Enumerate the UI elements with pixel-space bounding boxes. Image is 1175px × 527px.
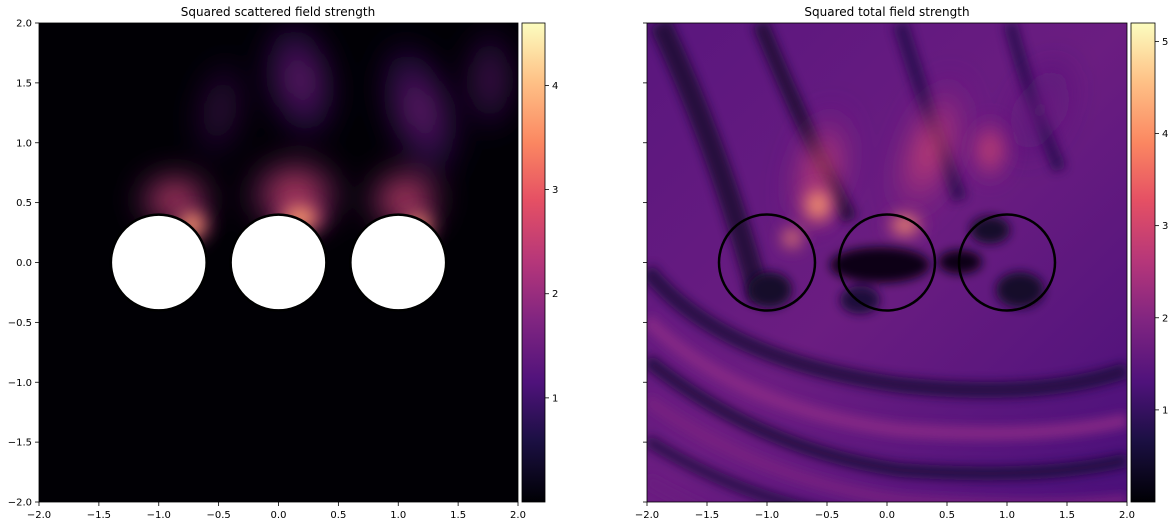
right-x-tick-label: 1.0 [999, 510, 1015, 521]
right-x-tick-label: −1.0 [755, 510, 779, 521]
left-x-tick-label: 0.5 [330, 510, 346, 521]
left-colorbar-tick-label: 4 [552, 81, 558, 92]
right-x-tick-label: −2.0 [635, 510, 659, 521]
left-y-tick-label: 0.0 [16, 258, 32, 269]
right-colorbar-tick-label: 2 [1162, 313, 1168, 324]
left-colorbar-tick-label: 1 [552, 393, 558, 404]
left-heatmap-panel: Squared scattered field strength −2.0 −1.… [8, 5, 559, 521]
left-scatterer-circle [229, 213, 328, 312]
left-x-axis: −2.0 −1.5 −1.0 −0.5 0.0 0.5 1.0 1.5 2.0 [27, 502, 526, 521]
right-heatmap-field [647, 23, 1127, 502]
left-x-tick-label: 2.0 [510, 510, 526, 521]
right-heatmap-panel: Squared total field strength [635, 5, 1169, 521]
right-x-axis: −2.0 −1.5 −1.0 −0.5 0.0 0.5 1.0 1.5 2.0 [635, 502, 1135, 521]
left-y-tick-label: 2.0 [16, 19, 32, 30]
left-y-tick-label: 0.5 [16, 198, 32, 209]
right-colorbar-tick-label: 3 [1162, 221, 1168, 232]
right-x-tick-label: −0.5 [815, 510, 839, 521]
right-colorbar-tick-label: 1 [1162, 405, 1168, 416]
left-x-tick-label: −0.5 [206, 510, 230, 521]
left-x-tick-label: −2.0 [27, 510, 51, 521]
right-x-tick-label: 0.0 [879, 510, 895, 521]
left-scatterer-circle [109, 213, 208, 312]
left-scatterer-circle [349, 213, 448, 312]
right-colorbar-tick-label: 4 [1162, 129, 1168, 140]
right-scatterer-circle [957, 213, 1057, 312]
left-heatmap-field [39, 23, 518, 502]
left-scatterer-circles [109, 213, 448, 312]
left-x-tick-label: −1.0 [147, 510, 171, 521]
right-x-tick-label: 2.0 [1119, 510, 1135, 521]
left-colorbar: 1 2 3 4 [521, 22, 558, 503]
left-x-tick-label: 0.0 [271, 510, 287, 521]
right-x-tick-label: −1.5 [695, 510, 719, 521]
left-y-tick-label: 1.5 [16, 78, 32, 89]
left-x-tick-label: 1.5 [450, 510, 466, 521]
left-y-axis: −2.0 −1.5 −1.0 −0.5 0.0 0.5 1.0 1.5 2.0 [8, 19, 39, 509]
right-chart-title: Squared total field strength [804, 5, 969, 19]
left-y-tick-label: −1.5 [8, 438, 32, 449]
right-y-axis [643, 22, 647, 503]
left-chart-title: Squared scattered field strength [181, 5, 375, 19]
right-scatterer-circles [717, 213, 1057, 312]
left-y-tick-label: 1.0 [16, 138, 32, 149]
right-scatterer-circle [717, 213, 817, 312]
right-colorbar: 1 2 3 4 5 [1130, 22, 1168, 503]
left-y-tick-label: −1.0 [8, 378, 32, 389]
right-x-tick-label: 1.5 [1059, 510, 1075, 521]
left-x-tick-label: 1.0 [390, 510, 406, 521]
left-y-tick-label: −0.5 [8, 318, 32, 329]
right-x-tick-label: 0.5 [939, 510, 955, 521]
left-colorbar-tick-label: 2 [552, 289, 558, 300]
left-colorbar-tick-label: 3 [552, 185, 558, 196]
right-scatterer-circle [837, 213, 937, 312]
right-colorbar-tick-label: 5 [1162, 37, 1168, 48]
left-y-tick-label: −2.0 [8, 498, 32, 509]
left-x-tick-label: −1.5 [87, 510, 111, 521]
